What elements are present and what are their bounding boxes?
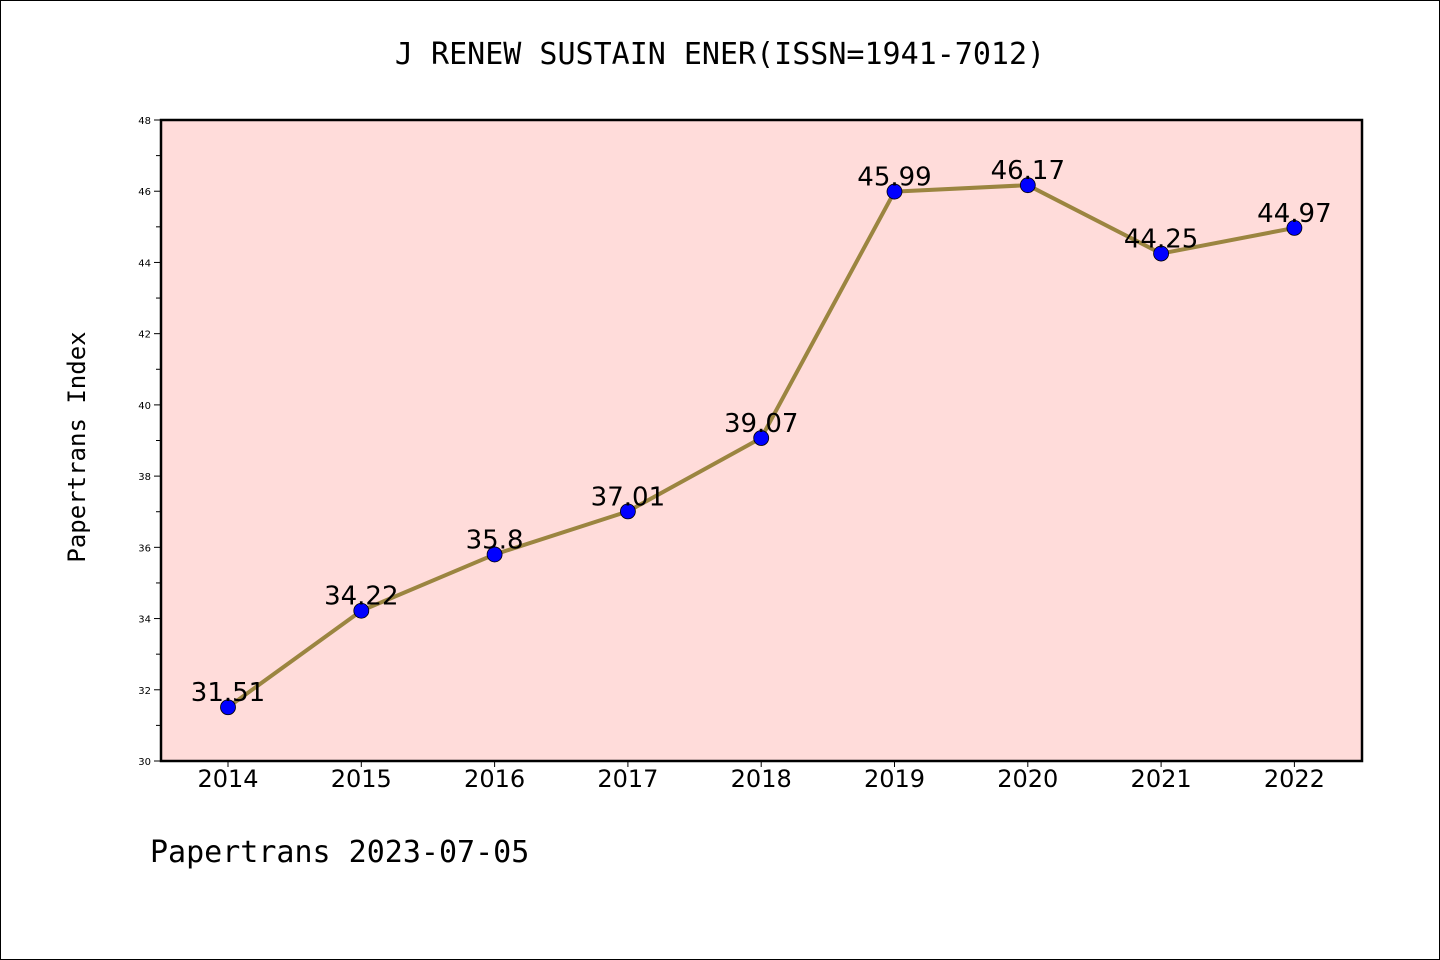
y-tick-label: 48: [138, 116, 151, 127]
y-tick-label: 36: [138, 543, 151, 554]
x-tick-label: 2021: [1131, 765, 1192, 793]
data-point-2016: [486, 546, 503, 563]
x-tick-label: 2020: [997, 765, 1058, 793]
data-label-2016: 35.8: [466, 525, 524, 555]
data-labels: 31.51 34.22 35.8 37.01 39.07 45.99 46.17 44.25 4…: [191, 156, 1332, 708]
x-tick-label: 2017: [597, 765, 658, 793]
data-point-2017: [620, 503, 636, 520]
y-axis: 30 32 34 36 38 40 42 44 46 48: [138, 116, 161, 768]
y-tick-label: 42: [138, 330, 151, 341]
y-tick-label: 38: [138, 472, 151, 483]
x-tick-label: 2018: [731, 765, 792, 793]
y-tick-label: 32: [138, 686, 151, 697]
data-label-2014: 31.51: [191, 678, 265, 708]
y-tick-label: 30: [138, 757, 151, 768]
data-label-2015: 34.22: [324, 582, 398, 612]
data-label-2018: 39.07: [724, 409, 798, 439]
data-label-2017: 37.01: [591, 482, 665, 512]
data-label-2022: 44.97: [1257, 199, 1331, 229]
data-label-2019: 45.99: [857, 163, 931, 193]
x-tick-label: 2019: [864, 765, 925, 793]
data-point-2020: [1019, 177, 1036, 194]
data-point-2021: [1153, 245, 1169, 262]
chart-title: J RENEW SUSTAIN ENER(ISSN=1941-7012): [394, 37, 1046, 72]
data-label-2020: 46.17: [991, 156, 1065, 186]
data-label-2021: 44.25: [1124, 225, 1198, 255]
data-point-2014: [220, 699, 236, 716]
data-point-2019: [886, 183, 903, 200]
x-tick-label: 2014: [197, 765, 258, 793]
y-tick-label: 44: [138, 258, 151, 269]
footer-note: Papertrans 2023-07-05: [150, 835, 530, 870]
data-point-2022: [1286, 220, 1303, 236]
x-axis: 2014 2015 2016 2017 2018 2019 2020 2021 2022: [197, 761, 1325, 793]
y-tick-label: 40: [138, 401, 151, 412]
x-tick-label: 2022: [1264, 765, 1325, 793]
x-tick-label: 2016: [464, 765, 525, 793]
data-points: [220, 177, 1303, 716]
data-point-2015: [353, 602, 370, 619]
y-tick-label: 46: [138, 187, 151, 198]
data-point-2018: [753, 430, 770, 446]
plot-frame: [159, 118, 1364, 763]
x-tick-label: 2015: [331, 765, 392, 793]
y-tick-label: 34: [138, 615, 151, 626]
